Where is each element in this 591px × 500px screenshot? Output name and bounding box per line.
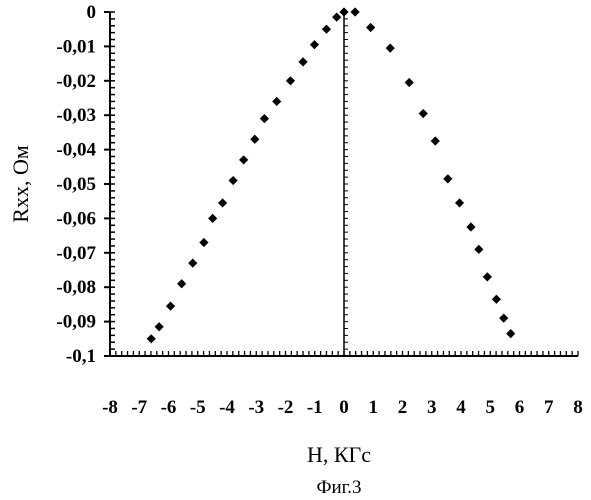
y-tick-labels: 0 -0,01 -0,02 -0,03 -0,04 -0,05 -0,06 -0,07 -0,0… [56,2,96,367]
data-point [492,295,501,304]
x-tick-label: -2 [278,397,294,418]
data-point [474,245,483,254]
y-tick-label: -0,03 [56,105,96,126]
plot-area: 0 -0,01 -0,02 -0,03 -0,04 -0,05 -0,06 -0,07 -0,0… [56,2,582,418]
data-point [419,109,428,118]
y-tick-label: -0,06 [56,208,96,229]
data-point [455,198,464,207]
data-point [339,7,348,16]
data-point [332,13,341,22]
y-tick-label: -0,09 [56,312,96,333]
data-point [199,238,208,247]
data-point [443,174,452,183]
data-point [218,198,227,207]
data-markers [147,7,516,343]
x-tick-label: 6 [515,397,525,418]
x-axis-title: H, КГс [307,442,371,467]
data-point [286,76,295,85]
x-tick-label: 1 [369,397,379,418]
data-point [188,259,197,268]
data-point [166,302,175,311]
y-tick-label: -0,02 [56,71,96,92]
x-tick-label: -3 [248,397,264,418]
data-point [466,222,475,231]
data-point [386,44,395,53]
y-tick-label: -0,07 [56,243,96,264]
x-tick-label: -8 [102,397,118,418]
x-tick-label: -7 [131,397,147,418]
data-point [239,155,248,164]
figure-caption: Фиг.3 [316,477,361,498]
x-tick-label: 0 [339,397,349,418]
x-tick-label: -6 [161,397,177,418]
x-minor-ticks [110,351,578,356]
x-tick-label: 7 [544,397,554,418]
data-point [405,78,414,87]
x-tick-label: 4 [456,397,466,418]
data-point [177,279,186,288]
data-point [499,314,508,323]
data-point [147,334,156,343]
data-point [260,114,269,123]
data-point [506,329,515,338]
x-tick-labels: -8 -7 -6 -5 -4 -3 -2 -1 012345678 [102,397,583,418]
y-tick-label: -0,1 [66,346,96,367]
data-point [272,97,281,106]
data-point [366,23,375,32]
data-point [310,40,319,49]
y-tick-label: -0,05 [56,174,96,195]
y-tick-label: -0,08 [56,277,96,298]
x-tick-label: -5 [190,397,206,418]
y-tick-label: -0,01 [56,36,96,57]
y-axis-title: Rxx, Ом [8,145,33,223]
data-point [229,176,238,185]
y-tick-label: -0,04 [56,140,96,161]
x-tick-label: -4 [219,397,235,418]
x-tick-label: 2 [398,397,408,418]
data-point [431,136,440,145]
data-point [298,57,307,66]
x-tick-label: -1 [307,397,323,418]
x-tick-label: 8 [573,397,583,418]
data-point [322,25,331,34]
y-tick-label: 0 [87,2,97,23]
x-tick-label: 3 [427,397,437,418]
data-point [250,135,259,144]
data-point [208,214,217,223]
data-point [351,7,360,16]
data-point [155,322,164,331]
data-point [483,272,492,281]
x-tick-label: 5 [486,397,496,418]
